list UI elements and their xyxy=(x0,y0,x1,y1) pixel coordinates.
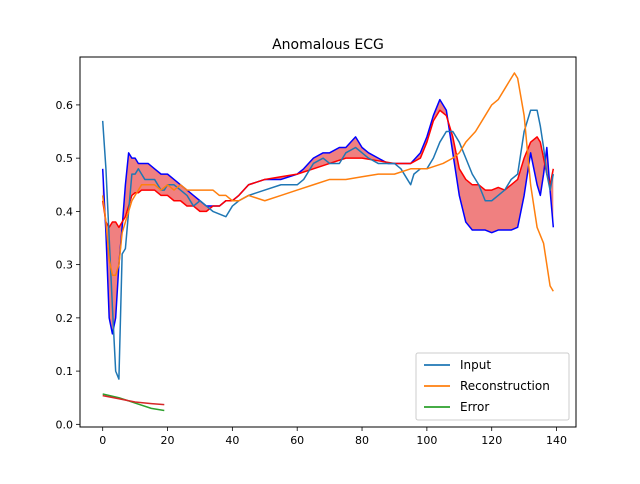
series-group xyxy=(101,72,555,412)
plot-frame xyxy=(79,56,577,428)
error-band-fill xyxy=(102,99,554,334)
x-tick-label: 120 xyxy=(481,434,502,447)
error-line xyxy=(102,393,165,412)
x-tick-label: 0 xyxy=(99,434,106,447)
legend-label-error: Error xyxy=(460,400,489,414)
x-tick-label: 20 xyxy=(161,434,175,447)
reconstruction-line xyxy=(101,72,554,292)
y-tick-label: 0.4 xyxy=(56,205,74,218)
y-tick-label: 0.5 xyxy=(56,152,74,165)
legend-box xyxy=(415,352,570,421)
y-tick-label: 0.1 xyxy=(56,365,74,378)
x-tick-label: 140 xyxy=(546,434,567,447)
y-tick-label: 0.6 xyxy=(56,99,74,112)
legend-label-input: Input xyxy=(460,358,491,372)
band-upper-line xyxy=(101,98,555,335)
x-tick-label: 60 xyxy=(290,434,304,447)
x-tick-label: 100 xyxy=(416,434,437,447)
legend: Input Reconstruction Error xyxy=(415,352,570,421)
x-axis: 0 20 40 60 80 100 120 140 xyxy=(99,427,567,447)
legend-label-reconstruction: Reconstruction xyxy=(460,379,550,393)
y-tick-label: 0.2 xyxy=(56,312,74,325)
input-line xyxy=(101,109,555,380)
y-axis: 0.0 0.1 0.2 0.3 0.4 0.5 0.6 xyxy=(56,99,80,431)
series-3-line xyxy=(102,394,165,406)
x-tick-label: 40 xyxy=(225,434,239,447)
band-group xyxy=(101,98,555,335)
y-tick-label: 0.3 xyxy=(56,259,74,272)
y-tick-label: 0.0 xyxy=(56,418,74,431)
x-tick-label: 80 xyxy=(355,434,369,447)
chart-title: Anomalous ECG xyxy=(272,37,384,53)
